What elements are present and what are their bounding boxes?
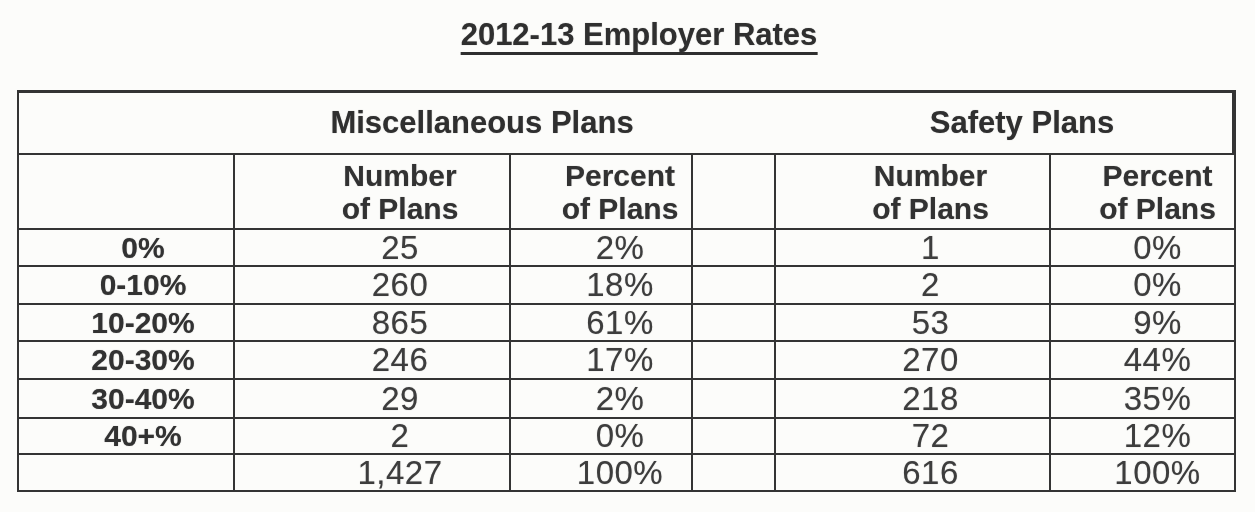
misc-number-cell: 260 <box>235 267 511 305</box>
safety-number-cell: 218 <box>776 380 1051 419</box>
row-label: 0-10% <box>19 267 235 305</box>
row-label: 0% <box>19 230 235 267</box>
safety-percent-header: Percent of Plans <box>1051 155 1234 230</box>
spacer-cell <box>693 155 776 230</box>
misc-percent-cell: 0% <box>511 419 693 455</box>
safety-percent-cell: 9% <box>1051 305 1234 342</box>
safety-percent-cell: 44% <box>1051 342 1234 380</box>
safety-number-cell: 270 <box>776 342 1051 380</box>
misc-percent-header: Percent of Plans <box>511 155 693 230</box>
spacer-cell <box>693 342 776 380</box>
misc-number-cell: 29 <box>235 380 511 419</box>
safety-number-cell: 1 <box>776 230 1051 267</box>
row-label: 10-20% <box>19 305 235 342</box>
misc-percent-total: 100% <box>511 455 693 490</box>
misc-number-cell: 2 <box>235 419 511 455</box>
safety-percent-cell: 0% <box>1051 230 1234 267</box>
employer-rates-table: Miscellaneous Plans Safety Plans Number … <box>17 90 1236 492</box>
safety-percent-cell: 35% <box>1051 380 1234 419</box>
misc-percent-cell: 2% <box>511 230 693 267</box>
group-header-safety: Safety Plans <box>930 105 1114 141</box>
page-title: 2012-13 Employer Rates <box>461 19 818 55</box>
safety-number-header: Number of Plans <box>776 155 1051 230</box>
scanned-document-page: 2012-13 Employer Rates Miscellaneous Pla… <box>0 0 1255 512</box>
row-label: 40+% <box>19 419 235 455</box>
safety-percent-cell: 0% <box>1051 267 1234 305</box>
spacer-cell <box>693 305 776 342</box>
misc-number-header: Number of Plans <box>235 155 511 230</box>
spacer-cell <box>693 267 776 305</box>
spacer-cell <box>693 455 776 490</box>
misc-percent-cell: 17% <box>511 342 693 380</box>
misc-percent-cell: 18% <box>511 267 693 305</box>
safety-number-cell: 53 <box>776 305 1051 342</box>
corner-cell <box>19 155 235 230</box>
spacer-cell <box>693 419 776 455</box>
safety-number-cell: 72 <box>776 419 1051 455</box>
group-header-row: Miscellaneous Plans Safety Plans <box>19 93 1234 155</box>
row-label: 30-40% <box>19 380 235 419</box>
safety-number-total: 616 <box>776 455 1051 490</box>
misc-number-cell: 865 <box>235 305 511 342</box>
safety-percent-total: 100% <box>1051 455 1234 490</box>
total-label-cell <box>19 455 235 490</box>
misc-number-cell: 25 <box>235 230 511 267</box>
row-label: 20-30% <box>19 342 235 380</box>
safety-percent-cell: 12% <box>1051 419 1234 455</box>
spacer-cell <box>693 380 776 419</box>
misc-percent-cell: 2% <box>511 380 693 419</box>
misc-percent-cell: 61% <box>511 305 693 342</box>
group-header-miscellaneous: Miscellaneous Plans <box>330 105 633 141</box>
safety-number-cell: 2 <box>776 267 1051 305</box>
spacer-cell <box>693 230 776 267</box>
misc-number-total: 1,427 <box>235 455 511 490</box>
misc-number-cell: 246 <box>235 342 511 380</box>
